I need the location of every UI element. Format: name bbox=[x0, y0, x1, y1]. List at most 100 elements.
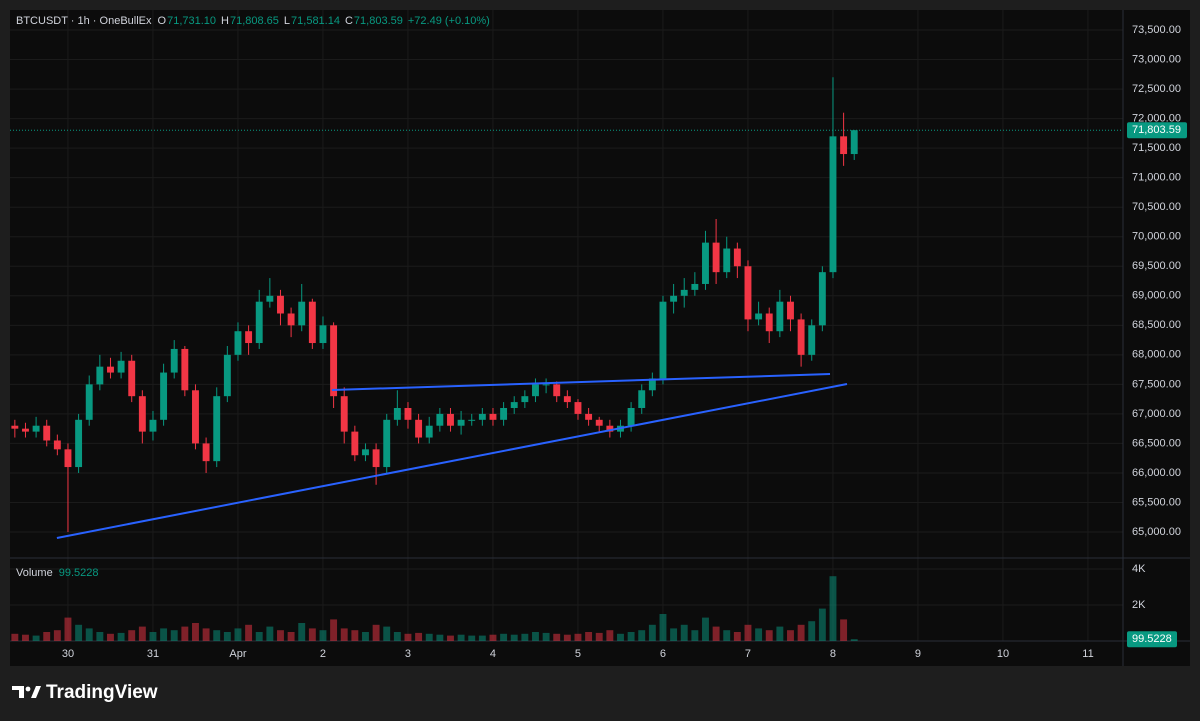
volume-bar bbox=[22, 634, 29, 641]
trendline bbox=[56, 383, 848, 539]
candle-body bbox=[330, 325, 338, 397]
logo-mark bbox=[12, 686, 24, 698]
volume-bar bbox=[362, 632, 369, 641]
candle-body bbox=[733, 248, 741, 267]
candle-body bbox=[277, 295, 284, 314]
candle-body bbox=[808, 325, 816, 355]
volume-bar bbox=[160, 628, 168, 641]
candle-body bbox=[117, 360, 125, 373]
volume-bar bbox=[298, 623, 306, 641]
candle-body bbox=[755, 313, 763, 320]
volume-bar bbox=[319, 630, 327, 641]
volume-bar bbox=[850, 639, 858, 641]
candle-body bbox=[478, 413, 486, 420]
volume-bar bbox=[330, 619, 338, 641]
x-tick-label: 4 bbox=[490, 648, 496, 660]
volume-bar bbox=[96, 632, 104, 641]
candle-body bbox=[765, 313, 773, 332]
candle-body bbox=[436, 413, 444, 426]
candle-body bbox=[202, 443, 210, 462]
x-tick-label: 31 bbox=[147, 648, 159, 660]
candle-body bbox=[223, 354, 231, 397]
volume-bar bbox=[308, 628, 316, 641]
x-tick-label: 7 bbox=[745, 648, 751, 660]
ohlc-label: C bbox=[345, 15, 353, 27]
x-tick-label: Apr bbox=[229, 648, 246, 660]
logo: TradingView bbox=[12, 682, 158, 703]
candle-body bbox=[744, 266, 752, 320]
volume-bar bbox=[563, 634, 571, 641]
volume-bar bbox=[64, 617, 72, 641]
logo-mark bbox=[25, 686, 31, 692]
logo-mark bbox=[31, 686, 41, 698]
x-tick-label: 10 bbox=[997, 648, 1009, 660]
y-tick-label: 69,500.00 bbox=[1132, 260, 1181, 272]
ohlc-value: 71,808.65 bbox=[230, 15, 279, 27]
volume-bar bbox=[457, 634, 465, 641]
candle-body bbox=[489, 413, 497, 420]
candle-body bbox=[85, 384, 93, 420]
candle-body bbox=[43, 425, 51, 441]
y-tick-label: 71,500.00 bbox=[1132, 142, 1181, 154]
volume-bar bbox=[277, 630, 284, 641]
volume-bar bbox=[383, 626, 391, 641]
volume-bar bbox=[797, 624, 805, 641]
volume-bar bbox=[818, 608, 826, 641]
x-tick-label: 2 bbox=[320, 648, 326, 660]
candle-body bbox=[797, 319, 805, 355]
volume-bar bbox=[595, 632, 603, 641]
y-tick-label: 73,500.00 bbox=[1132, 24, 1181, 36]
volume-value: 99.5228 bbox=[59, 567, 99, 579]
y-tick-label: 70,000.00 bbox=[1132, 231, 1181, 243]
y-tick-label: 72,000.00 bbox=[1132, 113, 1181, 125]
candle-body bbox=[351, 431, 359, 456]
candle-body bbox=[298, 301, 306, 326]
candle-body bbox=[362, 449, 369, 456]
volume-bar bbox=[128, 630, 136, 641]
candle-body bbox=[22, 428, 29, 432]
y-tick-label: 68,500.00 bbox=[1132, 319, 1181, 331]
x-tick-label: 8 bbox=[830, 648, 836, 660]
volume-bar bbox=[202, 628, 210, 641]
candle-body bbox=[457, 419, 465, 426]
volume-bar bbox=[436, 634, 444, 641]
y-tick-label: 72,500.00 bbox=[1132, 83, 1181, 95]
volume-bar bbox=[53, 630, 61, 641]
volume-bar bbox=[149, 632, 157, 641]
ohlc-value: 71,803.59 bbox=[354, 15, 403, 27]
volume-bar bbox=[287, 632, 295, 641]
candle-body bbox=[680, 289, 688, 296]
candle-body bbox=[213, 396, 221, 462]
brand: TradingView bbox=[46, 682, 158, 703]
volume-bar bbox=[723, 630, 731, 641]
y-tick-label: 70,500.00 bbox=[1132, 201, 1181, 213]
volume-bar bbox=[500, 633, 508, 641]
volume-bar bbox=[255, 632, 263, 641]
volume-bar bbox=[489, 634, 497, 641]
volume-bar bbox=[765, 630, 773, 641]
candle-body bbox=[138, 396, 146, 432]
volume-bar bbox=[245, 624, 253, 641]
candle-body bbox=[532, 384, 539, 397]
candle-body bbox=[659, 301, 667, 379]
volume-bar bbox=[340, 628, 348, 641]
candle-body bbox=[585, 413, 593, 420]
volume-bar bbox=[75, 624, 83, 641]
candle-body bbox=[415, 419, 423, 438]
volume-bar bbox=[372, 624, 380, 641]
volume-bar bbox=[606, 630, 614, 641]
candle-body bbox=[829, 136, 837, 273]
candle-body bbox=[393, 407, 401, 420]
candle-body bbox=[404, 407, 412, 420]
candle-body bbox=[75, 419, 83, 468]
ohlc-label: L bbox=[284, 15, 290, 27]
change: +72.49 (+0.10%) bbox=[408, 15, 490, 27]
last-volume-box bbox=[1127, 631, 1177, 648]
y-tick-label: 68,000.00 bbox=[1132, 349, 1181, 361]
y-tick-label: 71,000.00 bbox=[1132, 172, 1181, 184]
last-volume-label: 99.5228 bbox=[1132, 633, 1172, 645]
volume-bar bbox=[415, 632, 423, 641]
y-tick-label: 66,000.00 bbox=[1132, 467, 1181, 479]
volume-bar bbox=[585, 632, 593, 641]
candle-body bbox=[128, 360, 136, 397]
